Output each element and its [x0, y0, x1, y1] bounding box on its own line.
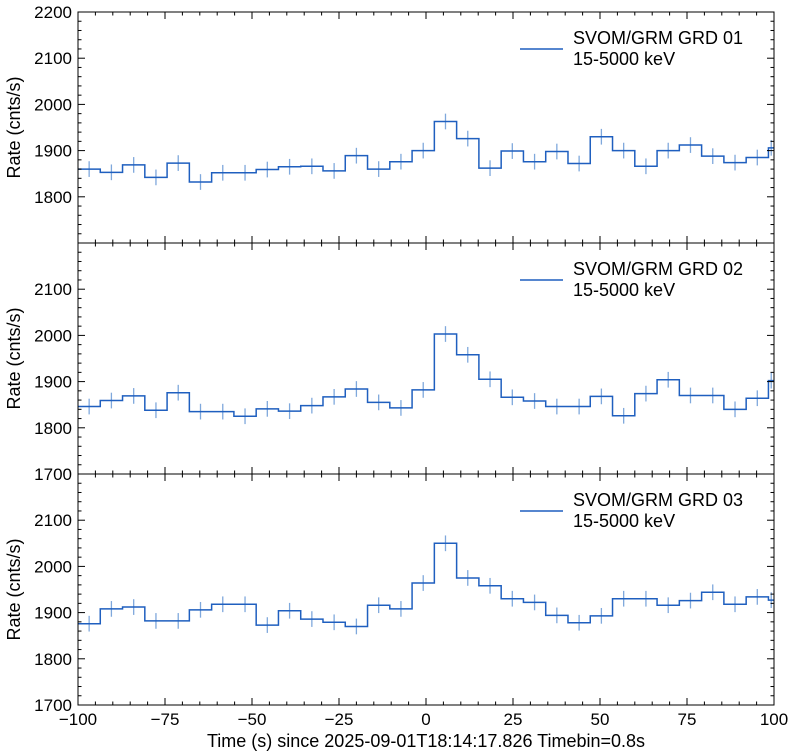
x-tick-label: −50	[238, 710, 267, 729]
legend-label: SVOM/GRM GRD 03	[573, 490, 743, 510]
y-axis-label: Rate (cnts/s)	[4, 76, 24, 178]
x-tick-label: 50	[591, 710, 610, 729]
y-tick-label: 2200	[34, 3, 72, 22]
y-tick-label: 1900	[34, 373, 72, 392]
x-axis-label: Time (s) since 2025-09-01T18:14:17.826 T…	[207, 731, 645, 751]
legend-energy-range: 15-5000 keV	[573, 280, 675, 300]
y-tick-label: 1900	[34, 142, 72, 161]
y-axis-label: Rate (cnts/s)	[4, 307, 24, 409]
x-tick-label: 100	[760, 710, 788, 729]
y-tick-label: 2000	[34, 557, 72, 576]
y-axis-label: Rate (cnts/s)	[4, 538, 24, 640]
panel-2: 1700 1800 1900 2000 2100 Rate (cnts/s) SVOM/GR…	[4, 242, 775, 484]
y-tick-label: 2100	[34, 280, 72, 299]
x-tick-label: −75	[151, 710, 180, 729]
step-line-1	[78, 120, 774, 183]
x-tick-label: −25	[325, 710, 354, 729]
panel-1: 1800 1900 2000 2100 2200 Rate (cnts/s) SVOM/GR…	[4, 3, 775, 244]
y-tick-label: 1800	[34, 188, 72, 207]
x-tick-label: 0	[421, 710, 430, 729]
y-tick-label: 1900	[34, 604, 72, 623]
y-tick-label: 1700	[34, 696, 72, 715]
legend-label: SVOM/GRM GRD 01	[573, 28, 743, 48]
y-tick-label: 1700	[34, 465, 72, 484]
x-tick-label: 75	[678, 710, 697, 729]
y-tick-label: 1800	[34, 419, 72, 438]
legend-energy-range: 15-5000 keV	[573, 511, 675, 531]
step-line-2	[78, 333, 774, 417]
y-tick-label: 1800	[34, 650, 72, 669]
y-tick-label: 2000	[34, 326, 72, 345]
x-tick-label: −100	[59, 710, 97, 729]
panel-3: 1700 1800 1900 2000 2100 Rate (cnts/s) SVOM/GR…	[4, 473, 775, 715]
legend-label: SVOM/GRM GRD 02	[573, 259, 743, 279]
legend-energy-range: 15-5000 keV	[573, 49, 675, 69]
y-tick-label: 2100	[34, 49, 72, 68]
y-tick-label: 2100	[34, 511, 72, 530]
y-tick-label: 2000	[34, 95, 72, 114]
x-tick-label: 25	[504, 710, 523, 729]
step-line-3	[78, 542, 774, 628]
